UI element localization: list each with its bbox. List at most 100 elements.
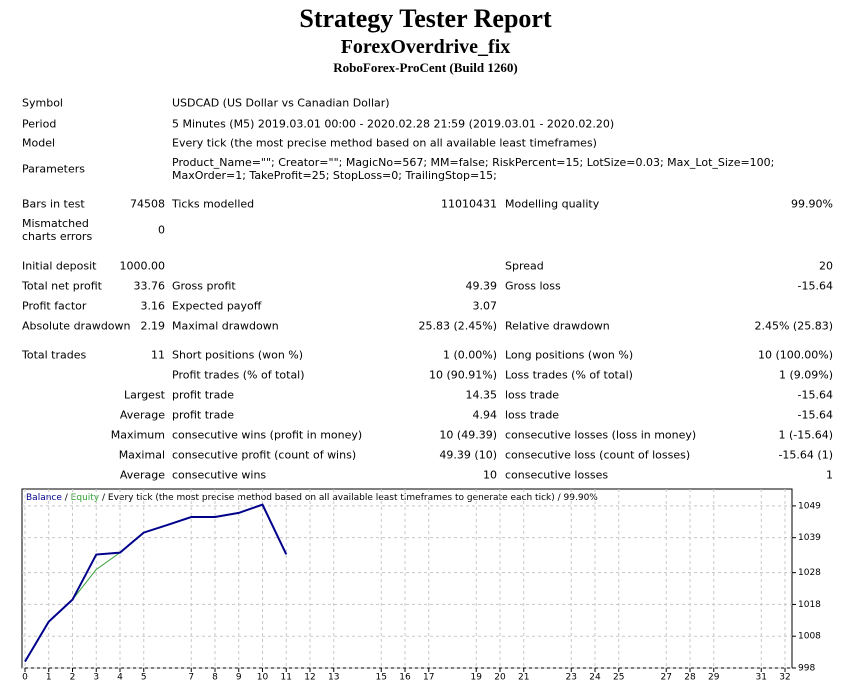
x-tick-label: 19 (471, 673, 483, 683)
table-cell: 33.76 (133, 279, 166, 293)
server-name: RoboForex-ProCent (Build 1260) (333, 60, 518, 75)
y-tick-label: 1028 (798, 568, 821, 578)
table-cell: Loss trades (% of total) (505, 368, 633, 382)
table-cell: 25.83 (2.45%) (418, 319, 497, 333)
table-cell: 10 (90.91%) (428, 368, 497, 382)
table-cell: 74508 (130, 197, 165, 211)
table-cell: Gross loss (505, 279, 561, 293)
table-cell: 49.39 (10) (439, 448, 497, 462)
table-cell: 4.94 (472, 408, 498, 422)
x-tick-label: 23 (566, 673, 577, 683)
table-cell: 10 (483, 468, 497, 482)
table-cell: Absolute drawdown (22, 319, 131, 333)
x-tick-label: 16 (399, 673, 411, 683)
x-tick-label: 21 (518, 673, 529, 683)
table-cell: consecutive wins (profit in money) (172, 428, 363, 442)
y-tick-label: 1018 (798, 600, 821, 610)
table-cell: Profit factor (22, 299, 87, 313)
table-cell: 49.39 (465, 279, 498, 293)
table-cell: Period (22, 117, 57, 131)
table-cell: 2.45% (25.83) (754, 319, 833, 333)
table-cell: 2.19 (140, 319, 166, 333)
table-cell: 1 (9.09%) (778, 368, 833, 382)
table-cell: 10 (49.39) (439, 428, 497, 442)
legend-entry: Balance (26, 493, 62, 503)
x-tick-label: 25 (613, 673, 624, 683)
table-cell: Ticks modelled (172, 197, 255, 211)
x-tick-label: 29 (708, 673, 720, 683)
table-cell: 1 (0.00%) (442, 348, 497, 362)
table-cell: 11010431 (441, 197, 497, 211)
y-tick-label: 1049 (798, 501, 821, 511)
table-cell: Symbol (22, 96, 63, 110)
x-tick-label: 24 (589, 673, 601, 683)
table-cell: -15.64 (797, 279, 833, 293)
table-cell: profit trade (172, 388, 235, 402)
table-cell: Parameters (22, 162, 85, 176)
table-cell: 3.16 (140, 299, 166, 313)
table-cell: 99.90% (791, 197, 833, 211)
x-tick-label: 0 (22, 673, 28, 683)
x-tick-label: 10 (257, 673, 269, 683)
table-cell: -15.64 (797, 388, 833, 402)
chart-legend: Balance / Equity / Every tick (the most … (26, 493, 598, 503)
x-tick-label: 20 (494, 673, 506, 683)
y-tick-label: 1039 (798, 533, 821, 543)
table-cell: Initial deposit (22, 259, 97, 273)
table-cell: Maximal drawdown (172, 319, 279, 333)
x-tick-label: 32 (779, 673, 790, 683)
table-cell: Every tick (the most precise method base… (172, 136, 597, 150)
table-cell: 5 Minutes (M5) 2019.03.01 00:00 - 2020.0… (172, 117, 615, 131)
report-title: Strategy Tester Report (299, 4, 552, 33)
table-cell: Modelling quality (505, 197, 600, 211)
chart-quality: 99.90% (564, 493, 599, 503)
table-cell: Gross profit (172, 279, 236, 293)
table-cell: Maximal (118, 448, 165, 462)
x-tick-label: 11 (281, 673, 292, 683)
table-cell: Profit trades (% of total) (172, 368, 305, 382)
table-cell: 14.35 (465, 388, 498, 402)
legend-entry: Equity (71, 493, 100, 503)
table-cell: Expected payoff (172, 299, 262, 313)
plot-frame (21, 488, 793, 669)
x-tick-label: 31 (756, 673, 767, 683)
x-tick-label: 27 (661, 673, 672, 683)
table-cell: consecutive losses (loss in money) (505, 428, 697, 442)
table-cell: Product_Name=""; Creator=""; MagicNo=567… (172, 156, 775, 182)
table-cell: Largest (124, 388, 165, 402)
x-tick-label: 28 (684, 673, 696, 683)
x-tick-label: 12 (304, 673, 315, 683)
table-cell: Short positions (won %) (172, 348, 304, 362)
x-tick-label: 17 (423, 673, 434, 683)
table-cell: 1000.00 (119, 259, 166, 273)
table-cell: Mismatched charts errors (22, 217, 93, 243)
table-cell: profit trade (172, 408, 235, 422)
table-cell: Average (119, 408, 165, 422)
table-cell: 20 (819, 259, 833, 273)
y-tick-label: 1008 (798, 632, 821, 642)
table-cell: Model (22, 136, 56, 150)
table-cell: Total net profit (22, 279, 102, 293)
table-cell: consecutive losses (505, 468, 609, 482)
table-cell: loss trade (505, 408, 560, 422)
table-cell: -15.64 (1) (778, 448, 833, 462)
table-cell: Average (119, 468, 165, 482)
x-tick-label: 7 (188, 673, 194, 683)
table-cell: 10 (100.00%) (757, 348, 833, 362)
x-tick-label: 2 (70, 673, 76, 683)
table-cell: Bars in test (22, 197, 85, 211)
table-cell: consecutive loss (count of losses) (505, 448, 691, 462)
table-cell: 11 (151, 348, 165, 362)
table-cell: Maximum (110, 428, 165, 442)
x-tick-label: 13 (328, 673, 339, 683)
table-cell: loss trade (505, 388, 560, 402)
table-cell: 0 (158, 223, 165, 237)
y-tick-label: 998 (798, 664, 815, 674)
table-cell: 3.07 (472, 299, 498, 313)
table-cell: Long positions (won %) (505, 348, 634, 362)
table-cell: Relative drawdown (505, 319, 610, 333)
table-cell: 1 (-15.64) (778, 428, 833, 442)
expert-name: ForexOverdrive_fix (340, 36, 511, 58)
